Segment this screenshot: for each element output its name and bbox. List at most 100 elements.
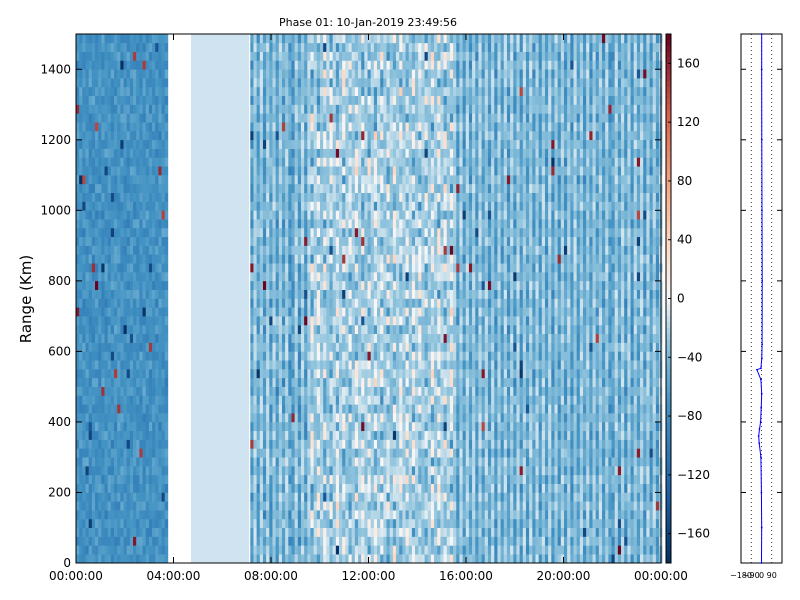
heatmap-cell xyxy=(313,210,318,220)
heatmap-cell xyxy=(278,280,283,290)
heatmap-cell xyxy=(310,457,314,467)
heatmap-cell xyxy=(126,316,131,326)
heatmap-cell xyxy=(133,457,137,467)
heatmap-cell xyxy=(339,501,343,511)
heatmap-cell xyxy=(288,404,292,414)
heatmap-cell xyxy=(120,34,124,44)
heatmap-cell xyxy=(342,42,346,52)
heatmap-cell xyxy=(104,175,108,185)
heatmap-cell xyxy=(307,95,311,105)
heatmap-cell xyxy=(278,148,283,158)
heatmap-cell xyxy=(104,298,108,308)
heatmap-cell xyxy=(259,413,264,423)
heatmap-cell xyxy=(339,157,343,167)
heatmap-cell xyxy=(373,236,378,246)
heatmap-cell xyxy=(329,316,333,326)
heatmap-cell xyxy=(110,298,115,308)
heatmap-cell xyxy=(155,272,159,282)
heatmap-cell xyxy=(259,324,264,335)
heatmap-cell xyxy=(278,413,283,423)
heatmap-cell xyxy=(110,448,115,458)
heatmap-cell xyxy=(392,439,397,449)
heatmap-cell xyxy=(266,307,270,317)
heatmap-cell xyxy=(250,201,254,211)
heatmap-cell xyxy=(291,69,295,79)
heatmap-cell xyxy=(313,104,318,114)
heatmap-cell xyxy=(408,60,413,70)
heatmap-cell xyxy=(402,78,406,88)
heatmap-cell xyxy=(278,175,283,185)
heatmap-cell xyxy=(139,360,143,370)
heatmap-cell xyxy=(272,466,276,476)
heatmap-cell xyxy=(266,263,270,273)
heatmap-cell xyxy=(358,351,362,361)
heatmap-cell xyxy=(319,95,324,105)
heatmap-cell xyxy=(152,104,156,114)
heatmap-cell xyxy=(335,457,340,467)
heatmap-cell xyxy=(323,42,327,52)
heatmap-cell xyxy=(304,245,308,255)
heatmap-cell xyxy=(329,104,333,114)
heatmap-cell xyxy=(250,492,254,502)
heatmap-cell xyxy=(386,518,391,529)
heatmap-cell xyxy=(313,192,318,202)
heatmap-cell xyxy=(98,466,102,476)
heatmap-cell xyxy=(148,342,153,352)
heatmap-cell xyxy=(389,307,394,317)
heatmap-cell xyxy=(380,536,384,546)
heatmap-cell xyxy=(117,324,121,335)
heatmap-cell xyxy=(415,272,419,282)
heatmap-cell xyxy=(133,518,137,529)
heatmap-cell xyxy=(104,466,108,476)
heatmap-cell xyxy=(291,51,295,61)
heatmap-cell xyxy=(120,466,124,476)
heatmap-cell xyxy=(85,69,89,79)
heatmap-cell xyxy=(155,369,159,379)
heatmap-cell xyxy=(354,201,359,211)
heatmap-cell xyxy=(383,324,387,335)
heatmap-cell xyxy=(95,307,99,317)
heatmap-cell xyxy=(110,324,115,335)
heatmap-cell xyxy=(316,501,321,511)
heatmap-cell xyxy=(396,166,400,176)
heatmap-cell xyxy=(396,351,400,361)
heatmap-cell xyxy=(386,272,391,282)
heatmap-cell xyxy=(136,466,140,476)
heatmap-cell xyxy=(415,377,419,387)
heatmap-cell xyxy=(148,69,153,79)
heatmap-cell xyxy=(380,386,384,396)
heatmap-cell xyxy=(76,51,80,61)
heatmap-cell xyxy=(88,42,93,52)
heatmap-cell xyxy=(288,554,292,564)
heatmap-cell xyxy=(145,227,150,238)
heatmap-cell xyxy=(91,254,96,264)
heatmap-cell xyxy=(133,386,137,396)
heatmap-cell xyxy=(304,104,308,114)
heatmap-cell xyxy=(95,122,99,132)
heatmap-cell xyxy=(386,351,391,361)
heatmap-cell xyxy=(256,377,261,387)
heatmap-cell xyxy=(88,183,93,193)
heatmap-cell xyxy=(82,430,86,440)
heatmap-cell xyxy=(345,254,349,264)
heatmap-cell xyxy=(304,466,308,476)
heatmap-cell xyxy=(164,377,169,387)
heatmap-cell xyxy=(262,245,267,255)
heatmap-column xyxy=(389,34,394,564)
heatmap-cell xyxy=(266,148,270,158)
heatmap-cell xyxy=(95,192,99,202)
heatmap-cell xyxy=(288,104,292,114)
heatmap-cell xyxy=(275,518,280,529)
heatmap-cell xyxy=(383,130,387,141)
heatmap-cell xyxy=(142,333,147,343)
heatmap-cell xyxy=(377,34,381,44)
heatmap-cell xyxy=(332,148,337,158)
heatmap-cell xyxy=(335,148,340,158)
heatmap-cell xyxy=(256,316,261,326)
heatmap-cell xyxy=(79,192,83,202)
heatmap-cell xyxy=(250,60,254,70)
heatmap-cell xyxy=(91,280,96,290)
heatmap-cell xyxy=(114,510,118,520)
heatmap-cell xyxy=(133,439,137,449)
heatmap-cell xyxy=(339,95,343,105)
